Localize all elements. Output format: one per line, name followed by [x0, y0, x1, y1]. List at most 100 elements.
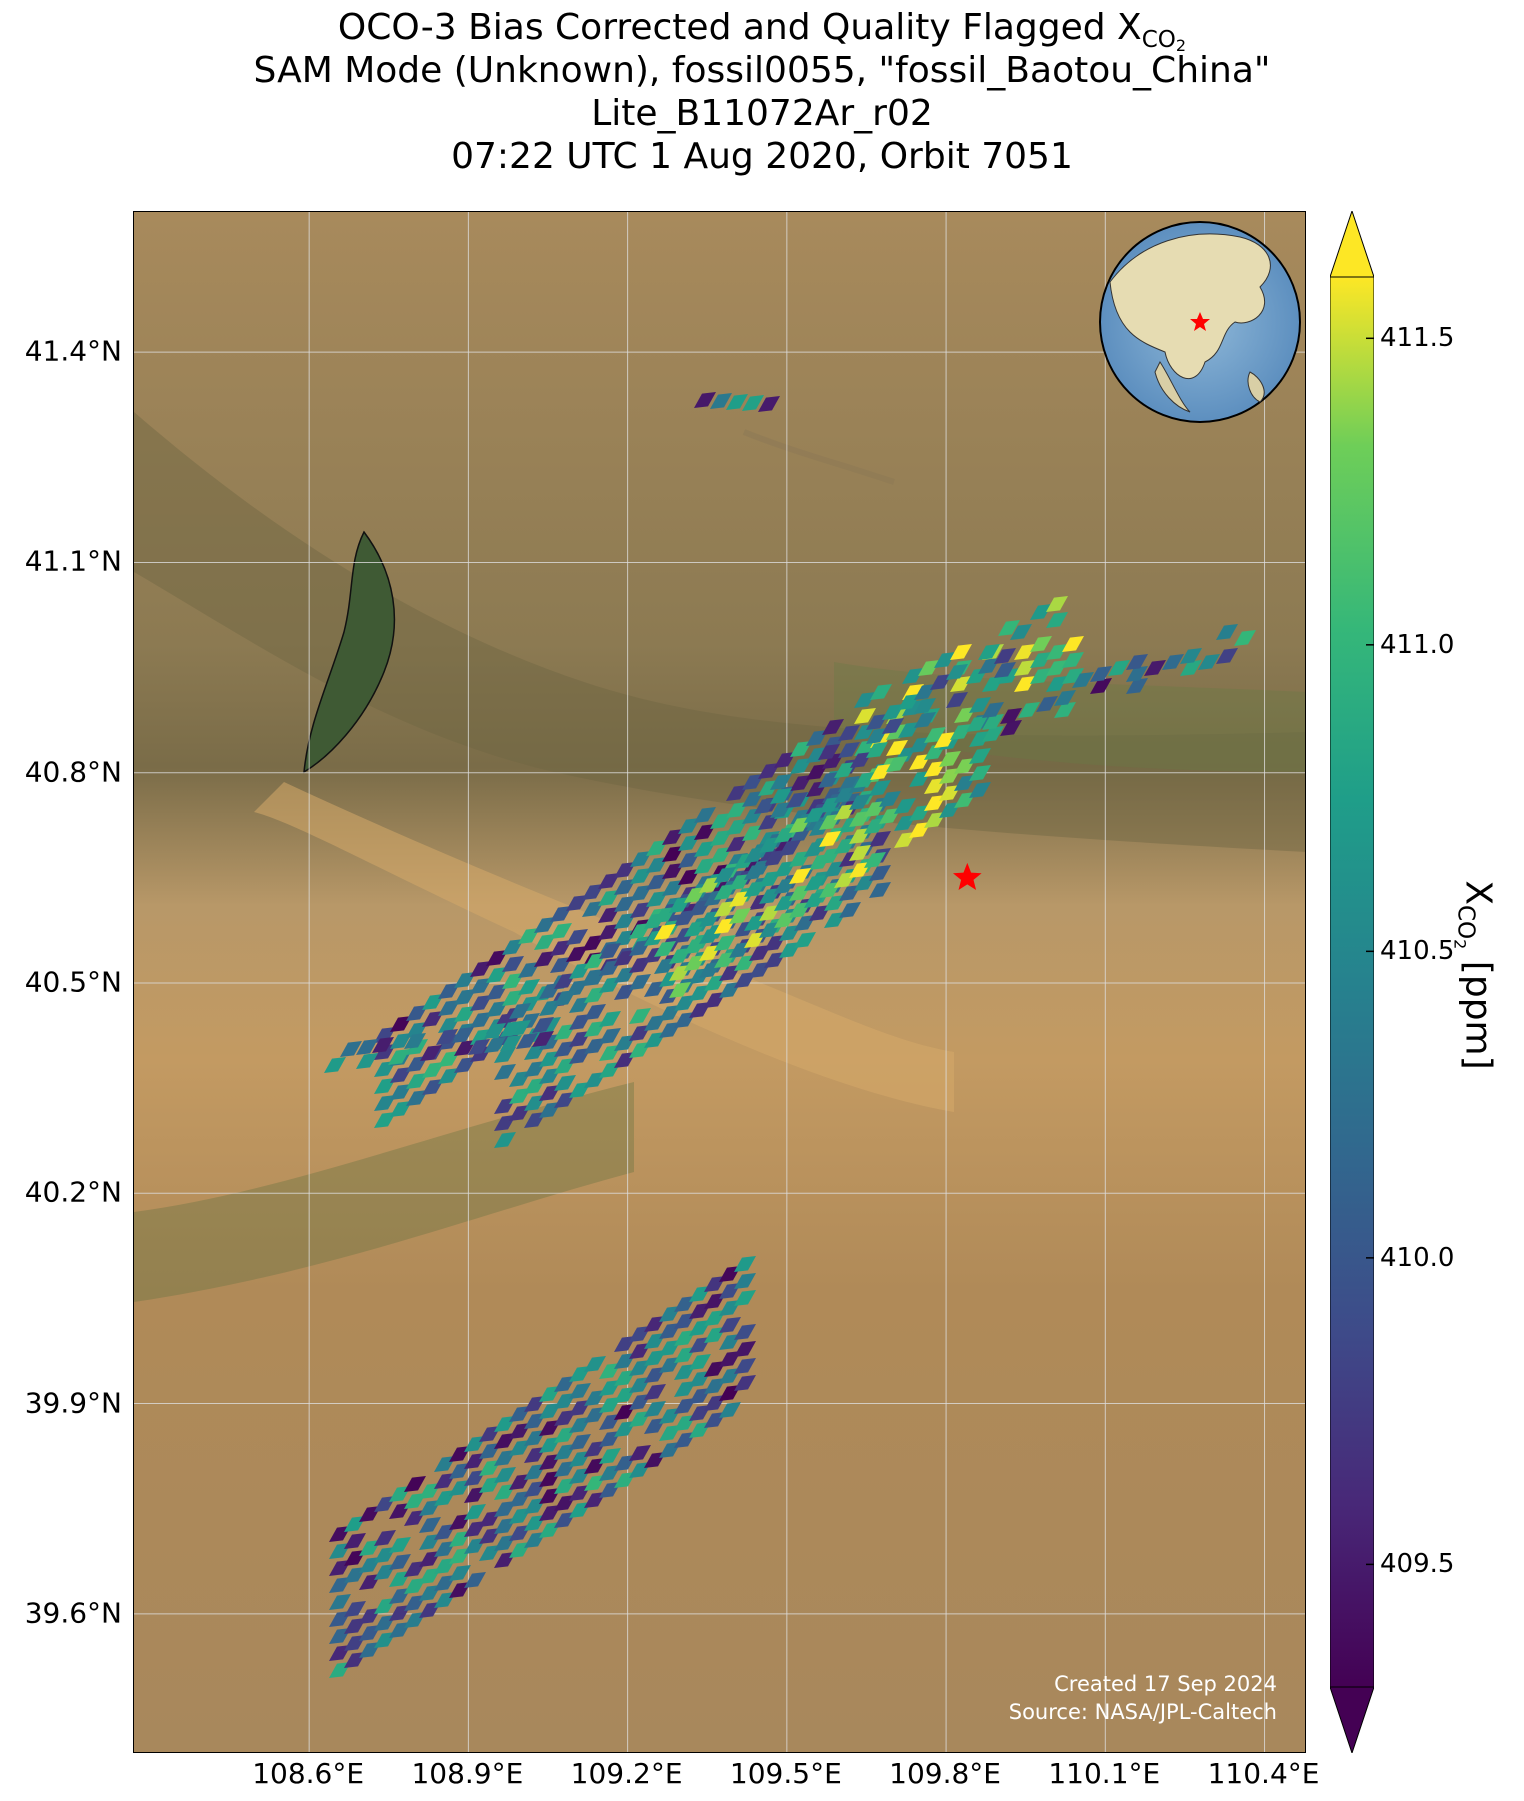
sounding-cell — [1126, 654, 1148, 670]
sounding-cell — [646, 840, 668, 856]
sounding-cell — [869, 882, 891, 898]
sounding-cell — [982, 714, 1004, 730]
sounding-cell — [866, 728, 888, 744]
sounding-cell — [678, 835, 700, 851]
sounding-cell — [374, 1044, 396, 1060]
sounding-cell — [790, 775, 812, 791]
sounding-cell — [934, 652, 956, 668]
credit-source: Source: NASA/JPL-Caltech — [1008, 1700, 1277, 1724]
sounding-cell — [1234, 630, 1256, 646]
sounding-cell — [1144, 660, 1166, 676]
sounding-cell — [340, 1041, 362, 1057]
sounding-cell — [838, 793, 860, 809]
map-canvas — [134, 212, 1305, 1752]
sounding-cell — [770, 774, 792, 790]
sounding-cell — [584, 1004, 606, 1020]
mountain-ridge — [134, 412, 1305, 852]
sounding-cell — [1126, 666, 1148, 682]
sounding-cell — [850, 752, 872, 768]
sounding-cell — [939, 751, 961, 767]
sounding-cell — [554, 1075, 576, 1091]
sounding-cell — [422, 1062, 444, 1078]
sounding-cell — [864, 852, 886, 868]
sounding-cell — [969, 765, 991, 781]
sounding-cell — [374, 1061, 396, 1077]
sounding-cell — [532, 1017, 554, 1033]
sounding-cell — [534, 934, 556, 950]
sounding-cell — [390, 1084, 412, 1100]
sounding-cell — [950, 644, 972, 660]
sounding-cell — [994, 662, 1016, 678]
sounding-cell — [946, 692, 968, 708]
sounding-cell — [819, 831, 841, 847]
sounding-cell — [464, 1572, 486, 1588]
sounding-cell — [614, 862, 636, 878]
sounding-cell — [978, 658, 1000, 674]
sounding-cell — [1054, 702, 1076, 718]
lat-tick-label: 39.9°N — [24, 1386, 122, 1420]
lon-tick-label: 110.1°E — [1048, 1757, 1161, 1790]
sounding-cell — [614, 930, 636, 946]
sounding-cell — [982, 676, 1004, 692]
sounding-cell — [454, 989, 476, 1005]
sounding-cell — [710, 813, 732, 829]
sounding-cell — [344, 1533, 366, 1549]
sounding-cell — [438, 1000, 460, 1016]
sounding-cell — [1180, 648, 1202, 664]
sounding-cell — [694, 824, 716, 840]
sounding-cell — [372, 1037, 394, 1053]
sounding-cell — [969, 731, 991, 747]
colorbar-tick-label: 411.5 — [1380, 323, 1455, 354]
sounding-cell — [584, 1356, 606, 1372]
sounding-cell — [452, 1027, 474, 1043]
sounding-cell — [822, 719, 844, 735]
sounding-cell — [719, 1402, 741, 1418]
sounding-cell — [790, 826, 812, 842]
river-channel — [742, 429, 895, 485]
sounding-cell — [779, 840, 801, 856]
sounding-cell — [934, 732, 956, 748]
sounding-cell — [1072, 672, 1094, 688]
sounding-cell — [598, 890, 620, 906]
sounding-cell — [742, 774, 764, 790]
lon-tick-label: 110.4°E — [1207, 1757, 1320, 1790]
globe-islands — [1247, 371, 1265, 403]
lat-tick-label: 41.1°N — [24, 544, 122, 578]
sounding-cell — [729, 908, 751, 924]
sounding-cell — [770, 802, 792, 818]
sounding-cell — [509, 1003, 531, 1019]
sounding-cell — [516, 1033, 538, 1049]
sounding-cell — [982, 702, 1004, 718]
sounding-cell — [582, 884, 604, 900]
sounding-cell — [726, 785, 748, 801]
colorbar-tick-label: 410.5 — [1380, 936, 1455, 967]
sounding-cell — [662, 829, 684, 845]
lon-tick-label: 108.9°E — [411, 1757, 524, 1790]
sounding-cell — [419, 1517, 441, 1533]
lon-tick-label: 109.5°E — [729, 1757, 842, 1790]
sounding-cell — [758, 396, 780, 412]
sounding-cell — [838, 725, 860, 741]
sounding-cell — [470, 1029, 492, 1045]
sounding-cell — [918, 660, 940, 676]
sounding-cell — [770, 788, 792, 804]
sounding-cell — [422, 994, 444, 1010]
colorbar-extend-min — [1330, 1686, 1374, 1753]
lat-tick-label: 41.4°N — [24, 334, 122, 368]
sounding-cell — [882, 704, 904, 720]
sounding-cell — [502, 990, 524, 1006]
sounding-cell — [422, 1011, 444, 1027]
sounding-cell — [550, 957, 572, 973]
sounding-cell — [502, 973, 524, 989]
sounding-cell — [758, 814, 780, 830]
sounding-cell — [834, 762, 856, 778]
sounding-cell — [486, 984, 508, 1000]
colorbar-tick-marks — [1366, 337, 1374, 1566]
sounding-cell — [438, 983, 460, 999]
sounding-cell — [866, 742, 888, 758]
sounding-cell — [1000, 720, 1022, 736]
sounding-cell — [1062, 668, 1084, 684]
lon-tick-label: 108.6°E — [252, 1757, 365, 1790]
sounding-cell — [614, 896, 636, 912]
sounding-cell — [694, 858, 716, 874]
